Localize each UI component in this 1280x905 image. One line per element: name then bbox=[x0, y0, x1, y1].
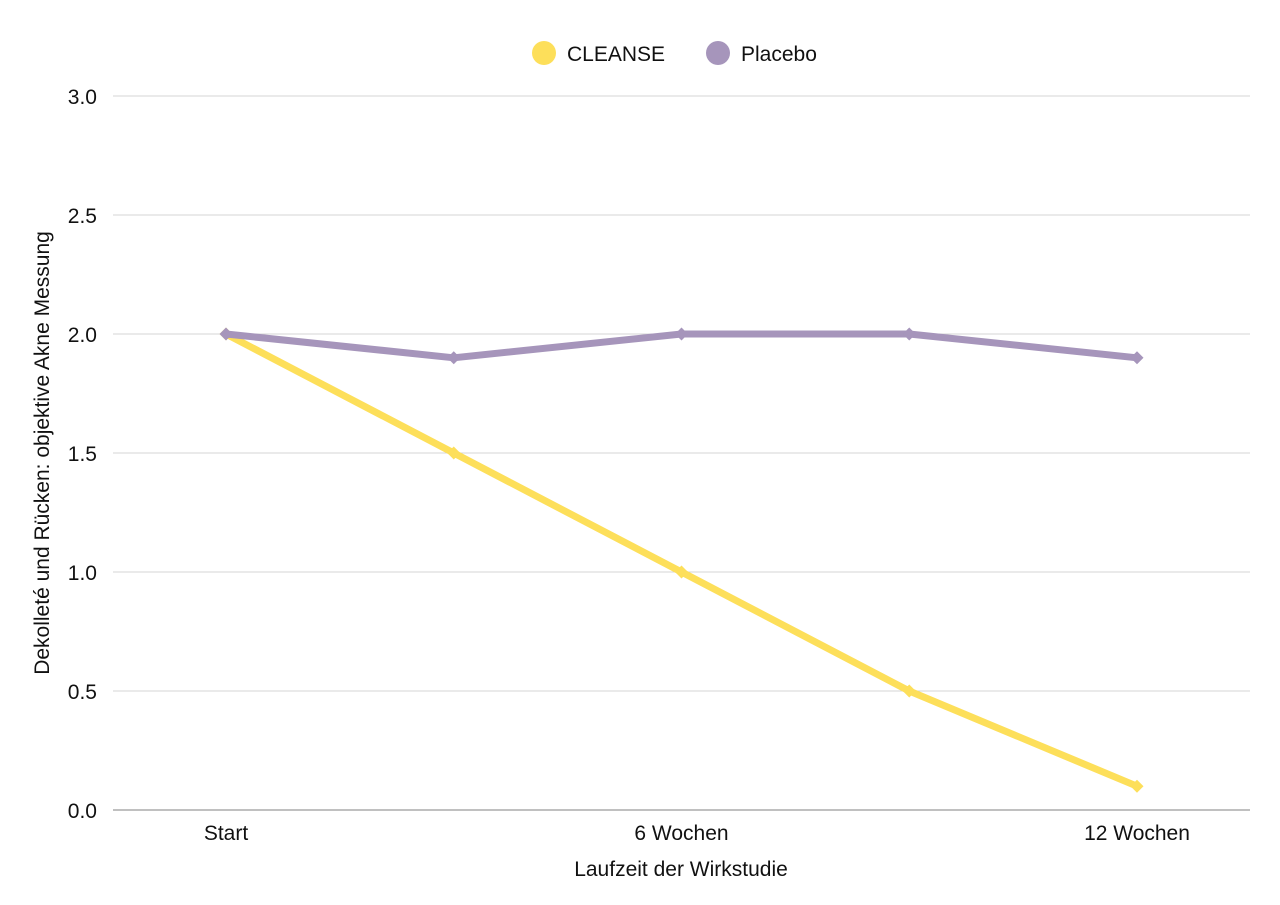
x-axis-ticks: Start 6 Wochen 12 Wochen bbox=[204, 822, 1190, 845]
y-axis-ticks: 0.0 0.5 1.0 1.5 2.0 2.5 3.0 bbox=[68, 86, 97, 823]
series-line-cleanse bbox=[222, 330, 1141, 790]
legend-label-cleanse: CLEANSE bbox=[567, 43, 665, 66]
legend: CLEANSE Placebo bbox=[532, 41, 817, 66]
data-point-cleanse bbox=[902, 684, 916, 698]
legend-marker-placebo bbox=[706, 41, 730, 65]
y-tick-label: 2.0 bbox=[68, 324, 97, 347]
legend-label-placebo: Placebo bbox=[741, 43, 817, 66]
legend-item-placebo: Placebo bbox=[706, 41, 817, 66]
y-tick-label: 0.0 bbox=[68, 800, 97, 823]
data-point-cleanse bbox=[675, 565, 688, 579]
data-point-placebo bbox=[219, 327, 233, 341]
series-placebo bbox=[219, 327, 1144, 365]
y-tick-label: 1.0 bbox=[68, 562, 97, 585]
data-point-placebo bbox=[902, 327, 916, 341]
data-point-placebo bbox=[1130, 351, 1144, 365]
x-axis-title: Laufzeit der Wirkstudie bbox=[574, 858, 788, 881]
grid-lines bbox=[113, 95, 1250, 811]
y-tick-label: 3.0 bbox=[68, 86, 97, 109]
legend-marker-cleanse bbox=[532, 41, 556, 65]
data-point-placebo bbox=[447, 351, 461, 365]
y-axis-title: Dekolleté und Rücken: objektive Akne Mes… bbox=[31, 231, 54, 675]
data-point-cleanse bbox=[447, 446, 461, 460]
y-tick-label: 0.5 bbox=[68, 681, 97, 704]
legend-item-cleanse: CLEANSE bbox=[532, 41, 665, 66]
y-tick-label: 2.5 bbox=[68, 205, 97, 228]
series-layer bbox=[219, 327, 1144, 793]
data-point-placebo bbox=[675, 327, 688, 341]
y-tick-label: 1.5 bbox=[68, 443, 97, 466]
data-point-cleanse bbox=[1130, 779, 1144, 793]
x-tick-label: Start bbox=[204, 822, 249, 845]
series-cleanse bbox=[219, 327, 1144, 793]
x-tick-label: 6 Wochen bbox=[634, 822, 728, 845]
x-tick-label: 12 Wochen bbox=[1084, 822, 1190, 845]
